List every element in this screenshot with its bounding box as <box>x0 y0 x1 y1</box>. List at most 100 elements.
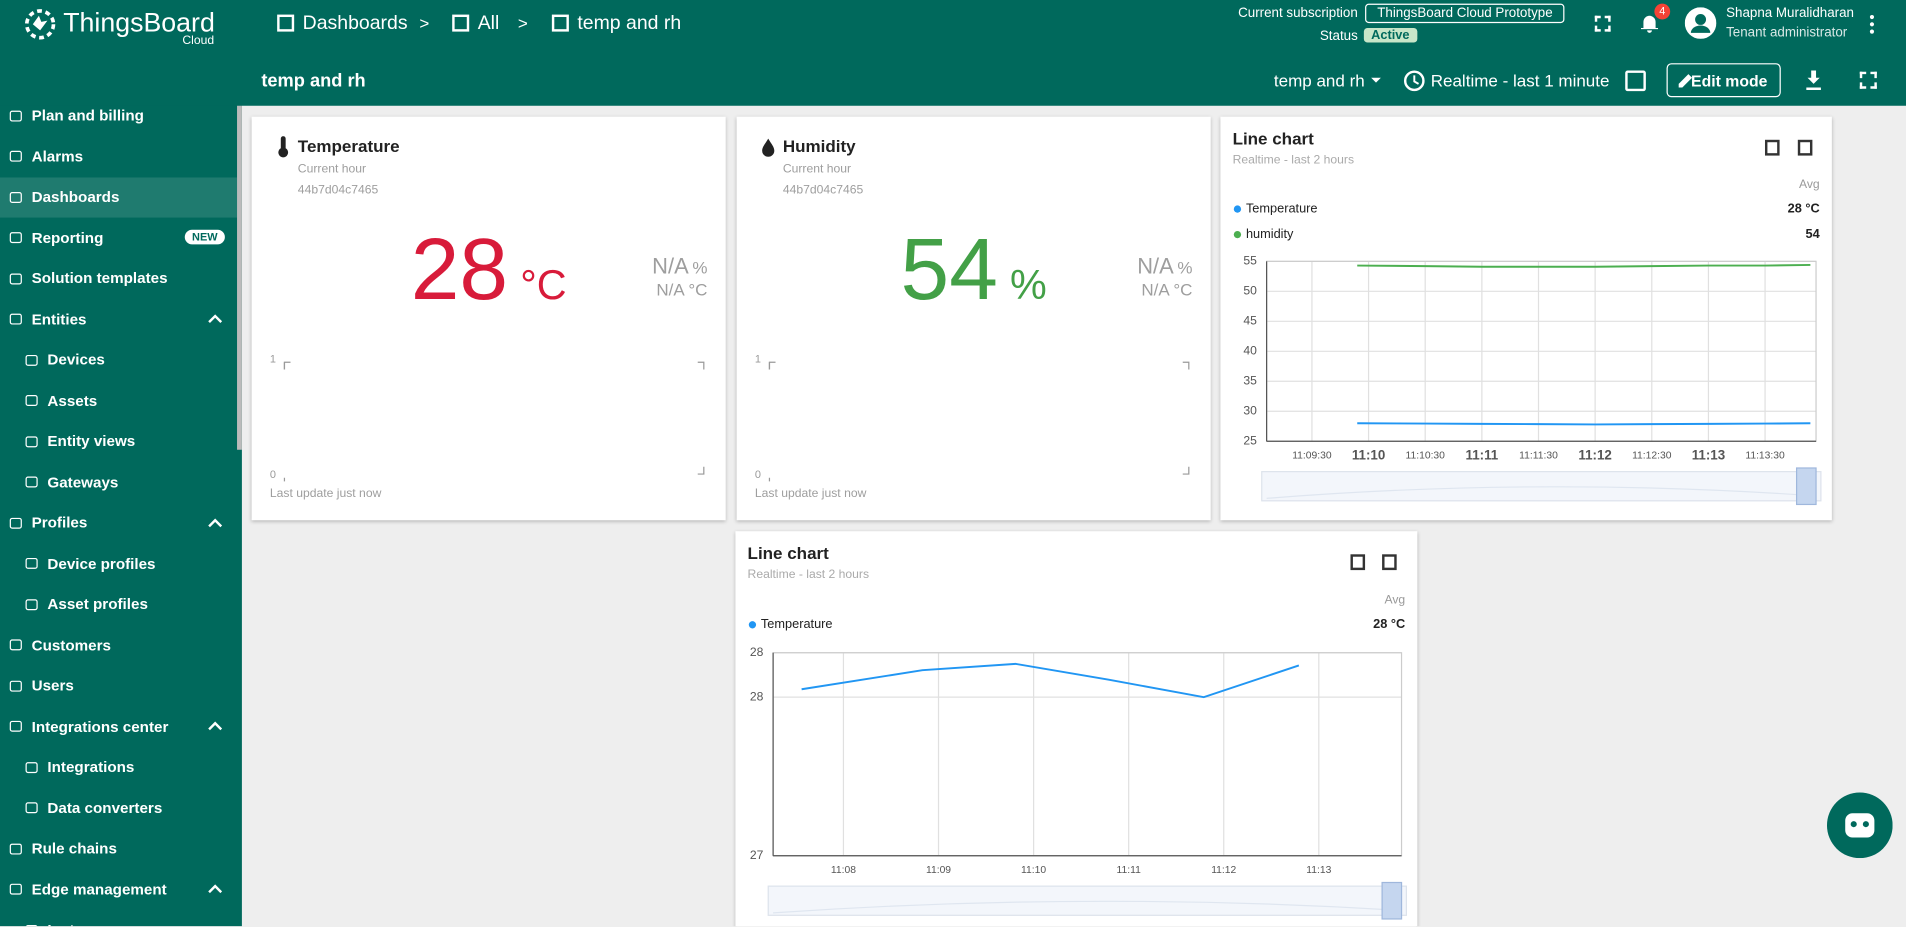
breadcrumb-separator: > <box>517 13 528 33</box>
nav-item[interactable]: Asset profiles <box>0 584 237 624</box>
nav-icon <box>25 802 38 814</box>
corner <box>1182 361 1190 370</box>
nav-item[interactable]: Reporting NEW <box>0 218 237 258</box>
nav-label: Rule chains <box>31 839 117 857</box>
nav-label: Reporting <box>31 229 104 247</box>
legend-label[interactable]: Temperature <box>761 616 833 631</box>
nav-item[interactable]: Solution templates <box>0 258 237 298</box>
breadcrumb[interactable]: All <box>477 13 500 35</box>
chevron <box>208 314 223 323</box>
state-select[interactable]: temp and rh <box>1273 70 1365 90</box>
chevron <box>208 884 223 894</box>
x-tick-label: 11:11:30 <box>1519 451 1558 462</box>
legend-label[interactable]: humidity <box>1246 226 1294 241</box>
nav-item[interactable]: Instances <box>0 910 237 927</box>
legend-swatch <box>1233 230 1242 239</box>
legend-value: 28 °C <box>1373 616 1405 631</box>
na-unit: °C <box>1173 279 1193 300</box>
nav-item[interactable]: Data converters <box>0 788 237 828</box>
nav-icon <box>9 639 22 651</box>
nav-label: Instances <box>47 921 117 926</box>
nav-item[interactable]: Alarms <box>0 136 237 176</box>
nav-icon <box>25 598 38 610</box>
chatbot-button[interactable] <box>1826 792 1893 859</box>
na-value: N/A <box>656 279 685 300</box>
nav-label: Entity views <box>47 432 136 450</box>
avatar[interactable] <box>1684 7 1717 39</box>
nav-item[interactable]: Rule chains <box>0 828 237 868</box>
nav-item[interactable]: Edge management <box>0 869 237 909</box>
menu-button[interactable] <box>1867 13 1877 35</box>
device-name: 44b7d04c7465 <box>297 183 379 197</box>
nav-item[interactable]: Entities <box>0 299 237 339</box>
series-line <box>1357 263 1811 268</box>
legend-label[interactable]: Temperature <box>1246 200 1318 215</box>
nav-item[interactable]: Dashboards <box>0 176 238 217</box>
y-tick-label: 50 <box>1243 284 1257 298</box>
export-button[interactable] <box>1764 139 1780 156</box>
x-tick-label: 11:11 <box>1466 447 1499 462</box>
timewindow[interactable]: Realtime - last 1 minute <box>1430 70 1610 90</box>
nav-item[interactable]: Customers <box>0 625 237 665</box>
status-badge: Active <box>1363 27 1417 43</box>
nav-icon <box>25 395 38 406</box>
nav-item[interactable]: Profiles <box>0 503 237 543</box>
series-line <box>1357 422 1811 426</box>
navigator-shade <box>773 900 1402 914</box>
fullscreen-button[interactable] <box>1859 71 1877 89</box>
logo-icon <box>24 9 56 40</box>
legend-header: Avg <box>1384 593 1405 607</box>
card-icon <box>762 138 775 157</box>
nav-item[interactable]: Devices <box>0 340 237 380</box>
sidebar: HomePlan and billingAlarmsDashboardsRepo… <box>0 0 242 927</box>
layout-button[interactable] <box>1625 70 1646 92</box>
legend-value: 54 <box>1806 226 1821 241</box>
na-row: N/A °C <box>656 280 707 299</box>
nav-label: Customers <box>31 636 111 654</box>
status-label: Status <box>1319 29 1358 44</box>
axis-label: 0 <box>755 469 761 481</box>
nav-icon <box>25 435 38 447</box>
logo-text: ThingsBoard <box>63 7 215 38</box>
fullscreen-button[interactable] <box>1797 139 1813 156</box>
nav-label: Alarms <box>31 147 84 165</box>
nav-item[interactable]: Users <box>0 666 237 706</box>
fullscreen-button[interactable] <box>1382 554 1397 571</box>
user-name: Shapna Muralidharan <box>1726 6 1854 21</box>
nav-item[interactable]: Device profiles <box>0 543 237 583</box>
chevron <box>208 721 223 731</box>
navigator-handle[interactable] <box>1381 881 1403 920</box>
nav-icon <box>9 842 22 854</box>
chart: Line chart Realtime - last 2 hours Avg Temp… <box>748 544 1408 920</box>
nav-icon <box>9 272 22 284</box>
download-button[interactable] <box>1804 69 1823 91</box>
legend-value: 28 °C <box>1788 200 1820 215</box>
y-tick-label: 28 <box>750 645 764 659</box>
breadcrumb[interactable]: Dashboards <box>302 13 408 35</box>
card-unit: % <box>1010 262 1047 309</box>
navigator-handle[interactable] <box>1795 467 1817 506</box>
expand-icon <box>208 884 223 894</box>
nav-label: Solution templates <box>31 269 168 287</box>
icon-shape <box>278 136 289 158</box>
export-button[interactable] <box>1350 554 1366 571</box>
nav-label: Dashboards <box>31 188 120 206</box>
x-tick-label: 11:12 <box>1211 865 1236 876</box>
expand-icon <box>208 314 223 323</box>
nav-icon <box>25 761 38 773</box>
na-value: N/A <box>1137 254 1174 279</box>
y-tick-label: 35 <box>1243 373 1257 387</box>
subscription[interactable]: ThingsBoard Cloud Prototype <box>1365 3 1565 24</box>
notifications-button[interactable] <box>1640 12 1659 34</box>
card-subtitle: Current hour <box>297 162 367 177</box>
nav-item[interactable]: Plan and billing <box>0 95 237 135</box>
nav-item[interactable]: Entity views <box>0 421 237 461</box>
nav-item[interactable]: Integrations <box>0 747 237 787</box>
nav-item[interactable]: Assets <box>0 380 237 420</box>
nav-item[interactable]: Gateways <box>0 462 237 502</box>
fullscreen-button[interactable] <box>1594 15 1611 32</box>
chart-card: Line chart Realtime - last 2 hours Avg Temp… <box>1220 116 1832 521</box>
edit-mode-button[interactable]: Edit mode <box>1666 63 1781 98</box>
dropdown-arrow <box>1371 77 1381 83</box>
nav-item[interactable]: Integrations center <box>0 706 237 746</box>
